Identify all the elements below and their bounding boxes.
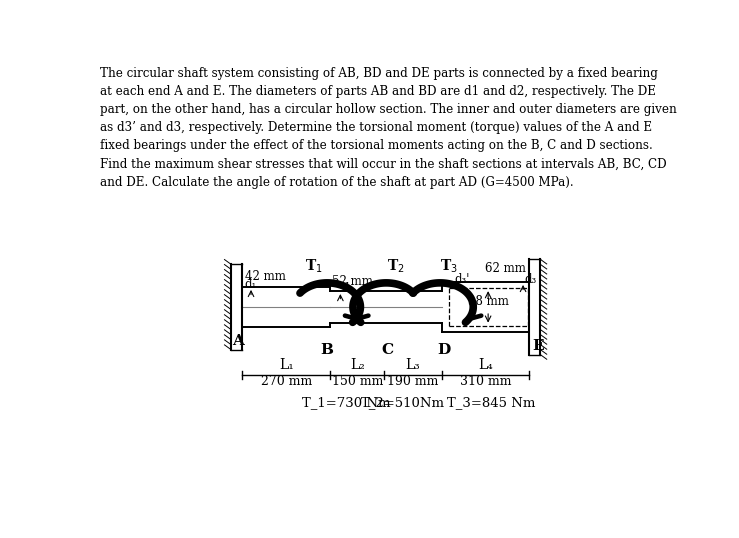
Text: E: E [533, 339, 545, 353]
Text: 310 mm: 310 mm [460, 375, 511, 388]
Text: T$_3$: T$_3$ [440, 257, 458, 274]
Text: d₃': d₃' [454, 273, 470, 286]
Text: 190 mm: 190 mm [387, 375, 439, 388]
Text: d₁: d₁ [245, 278, 257, 291]
Text: L₃: L₃ [406, 358, 420, 372]
Text: 38 mm: 38 mm [468, 295, 508, 308]
Text: The circular shaft system consisting of AB, BD and DE parts is connected by a fi: The circular shaft system consisting of … [100, 67, 677, 189]
Text: T_1=730 Nm: T_1=730 Nm [302, 397, 390, 409]
Text: T$_2$: T$_2$ [387, 257, 405, 274]
Text: 150 mm: 150 mm [332, 375, 383, 388]
Text: L₁: L₁ [279, 358, 293, 372]
Text: L₄: L₄ [478, 358, 493, 372]
Text: T$_1$: T$_1$ [305, 257, 323, 274]
Text: L₂: L₂ [350, 358, 365, 372]
Text: 62 mm: 62 mm [486, 261, 526, 275]
Text: A: A [232, 334, 244, 348]
Text: T_2=510Nm: T_2=510Nm [361, 397, 445, 409]
Text: T_3=845 Nm: T_3=845 Nm [447, 397, 535, 409]
Text: 270 mm: 270 mm [261, 375, 312, 388]
Text: B: B [321, 343, 334, 357]
Text: 42 mm: 42 mm [245, 270, 285, 282]
Text: d₂: d₂ [341, 281, 353, 295]
Text: d₃: d₃ [524, 273, 537, 286]
Text: D: D [437, 343, 450, 357]
Text: C: C [381, 343, 393, 357]
Text: 52 mm: 52 mm [332, 274, 372, 287]
